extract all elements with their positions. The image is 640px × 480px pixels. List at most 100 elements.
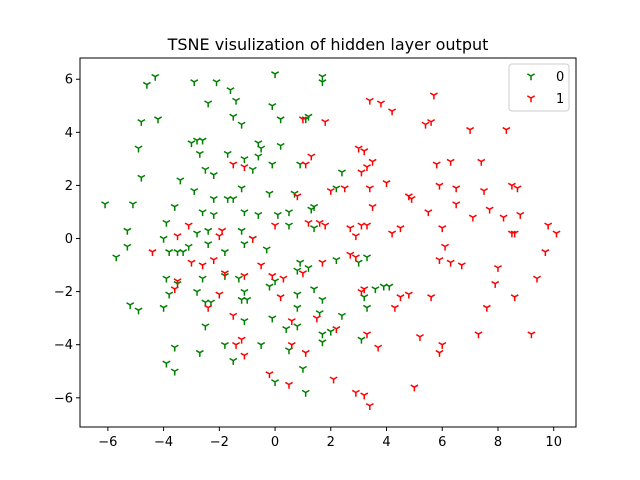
series-0-point — [170, 344, 179, 352]
series-1-point — [502, 126, 511, 134]
series-1-point — [396, 294, 405, 302]
series-0-point — [123, 227, 132, 235]
series-0-point — [293, 291, 302, 299]
series-0-point — [240, 241, 249, 249]
series-1-point — [365, 403, 374, 410]
series-1-point — [360, 286, 369, 294]
series-1-point — [466, 126, 475, 134]
series-0-point — [229, 195, 238, 203]
series-0-point — [284, 209, 294, 217]
series-0-point — [293, 323, 302, 331]
series-0-point — [262, 246, 271, 254]
series-1-point — [215, 233, 224, 241]
series-1-point — [365, 185, 374, 193]
series-0-point — [193, 230, 202, 238]
series-0-point — [198, 275, 207, 283]
series-1-point — [365, 97, 374, 105]
series-1-point — [268, 272, 277, 280]
series-0-point — [128, 201, 137, 209]
series-1-point — [368, 203, 377, 211]
series-0-point — [209, 172, 218, 180]
series-1-point — [438, 225, 447, 233]
series-1-point — [326, 187, 335, 195]
series-1-point — [360, 148, 369, 156]
series-0-point — [318, 73, 327, 81]
series-1-point — [170, 286, 179, 294]
x-tick-label: −4 — [154, 435, 173, 450]
series-0-point — [357, 336, 366, 344]
x-tick-label: −6 — [98, 435, 117, 450]
series-0-point — [318, 331, 327, 339]
series-0-point — [209, 195, 218, 203]
series-0-point — [204, 227, 213, 235]
y-tick-label: −2 — [54, 285, 73, 300]
series-0-point — [268, 103, 277, 110]
series-0-point — [201, 323, 210, 331]
series-0-point — [240, 209, 249, 217]
series-1-point — [265, 371, 274, 379]
series-0-point — [273, 211, 282, 219]
series-0-point — [201, 166, 210, 174]
series-0-point — [137, 118, 146, 126]
legend-marker-0 — [526, 73, 536, 81]
series-0-point — [254, 211, 263, 219]
series-1-point — [427, 118, 436, 126]
series-1-point — [485, 206, 494, 214]
series-1-point — [390, 304, 399, 312]
series-1-point — [491, 280, 500, 288]
series-1-point — [404, 193, 413, 201]
series-0-point — [176, 177, 185, 185]
series-1-point — [432, 161, 441, 169]
series-1-point — [279, 275, 288, 283]
series-0-point — [101, 201, 110, 209]
series-0-point — [271, 379, 280, 387]
series-1-point — [362, 222, 372, 230]
series-1-point — [240, 272, 249, 280]
series-0-point — [154, 116, 163, 124]
series-1-point — [435, 257, 444, 264]
series-0-point — [318, 296, 327, 304]
series-1-point — [541, 249, 550, 256]
series-1-point — [173, 278, 182, 286]
series-0-point — [362, 254, 372, 262]
series-0-point — [193, 288, 202, 296]
x-tick-label: 2 — [327, 435, 335, 450]
series-0-point — [209, 211, 218, 219]
series-0-point — [337, 169, 346, 177]
series-0-point — [307, 206, 316, 214]
series-1-point — [452, 201, 461, 209]
plot-frame — [79, 57, 577, 428]
series-1-point — [388, 108, 397, 116]
series-1-point — [468, 214, 477, 222]
series-0-point — [159, 304, 168, 312]
series-0-point — [385, 283, 394, 291]
series-0-point — [276, 142, 285, 150]
series-1-point — [287, 341, 296, 349]
series-1-point — [301, 349, 310, 357]
series-1-point — [404, 291, 413, 299]
series-1-point — [229, 312, 238, 320]
series-1-point — [452, 185, 461, 193]
series-1-point — [368, 158, 377, 166]
series-0-point — [282, 326, 291, 333]
series-0-point — [301, 389, 310, 397]
y-tick-label: −6 — [54, 391, 73, 406]
series-1-point — [198, 262, 207, 270]
series-0-point — [170, 203, 179, 211]
series-1-point — [354, 145, 363, 153]
series-1-point — [552, 230, 561, 238]
series-1-point — [204, 304, 213, 312]
series-1-point — [276, 294, 285, 302]
series-0-point — [293, 267, 302, 275]
series-0-point — [240, 318, 249, 326]
series-0-point — [159, 235, 168, 243]
series-0-point — [265, 190, 274, 198]
series-0-point — [126, 302, 135, 310]
series-0-point — [310, 225, 319, 233]
series-0-point — [195, 150, 204, 158]
series-0-point — [296, 259, 305, 267]
series-0-point — [232, 97, 241, 105]
series-0-point — [243, 296, 252, 304]
series-1-point — [184, 222, 193, 230]
series-1-point — [240, 164, 249, 172]
